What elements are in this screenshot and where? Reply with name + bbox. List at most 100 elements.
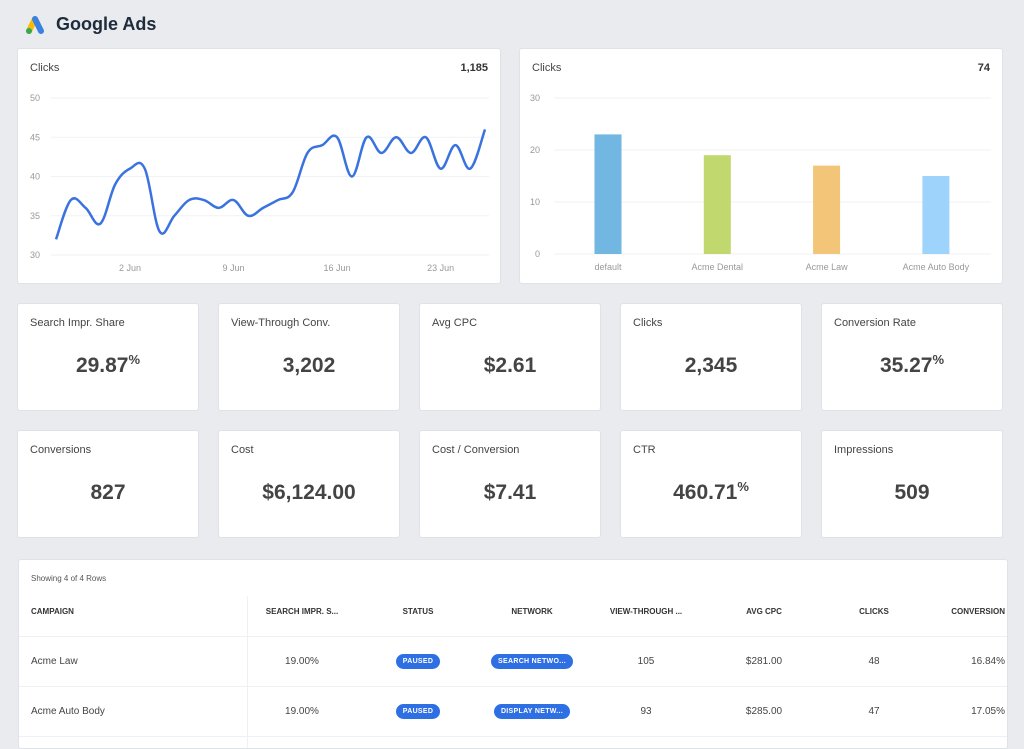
kpi-value: $6,124.00 (262, 481, 355, 504)
kpi-value-wrap: 29.87% (18, 354, 198, 378)
column-header[interactable]: AVG CPC (746, 607, 782, 616)
clicks-value: 48 (868, 656, 879, 667)
kpi-suffix: % (737, 479, 749, 494)
search-impr-value: 19.00% (285, 656, 319, 667)
kpi-card-search-impr-share: Search Impr. Share 29.87% (17, 303, 199, 411)
header-cell: AVG CPC (709, 587, 819, 636)
page-title: Google Ads (56, 14, 156, 35)
kpi-label: Cost (231, 444, 254, 456)
column-header[interactable]: VIEW-THROUGH ... (610, 607, 682, 616)
network-badge: SEARCH NETWO... (491, 654, 573, 669)
header-cell: CLICKS (819, 587, 929, 636)
cell-campaign: Acme Auto Body (31, 687, 231, 736)
view-through-value: 105 (638, 656, 655, 667)
google-ads-logo-icon (24, 15, 46, 35)
kpi-label: Conversion Rate (834, 317, 916, 329)
y-tick-label: 30 (530, 93, 540, 103)
column-header[interactable]: STATUS (403, 607, 434, 616)
cell-status: PAUSED (369, 687, 467, 736)
page-header: Google Ads (24, 14, 156, 35)
avg-cpc-value: $285.00 (746, 706, 782, 717)
cell-network: SEARCH NETWO... (467, 637, 597, 686)
kpi-value-wrap: 3,202 (219, 354, 399, 378)
column-header[interactable]: CLICKS (859, 607, 889, 616)
cell-search-impr: 19.00% (247, 637, 357, 686)
y-tick-label: 35 (30, 211, 40, 221)
conversion-value: 16.84% (971, 656, 1005, 667)
x-tick-label: 9 Jun (223, 263, 245, 273)
kpi-card-impressions: Impressions 509 (821, 430, 1003, 538)
x-tick-label: 23 Jun (427, 263, 454, 273)
cell-view-through: 93 (591, 687, 701, 736)
kpi-label: Conversions (30, 444, 91, 456)
bar-acme-law (813, 166, 840, 254)
kpi-label: Impressions (834, 444, 893, 456)
kpi-value-wrap: 2,345 (621, 354, 801, 378)
kpi-value: $2.61 (484, 354, 537, 377)
kpi-label: View-Through Conv. (231, 317, 330, 329)
campaign-value: Acme Law (31, 656, 78, 667)
header-cell: NETWORK (467, 587, 597, 636)
bar-acme-auto-body (922, 176, 949, 254)
kpi-label: Clicks (633, 317, 662, 329)
kpi-value: 827 (90, 481, 125, 504)
y-tick-label: 50 (30, 93, 40, 103)
cell-clicks: 48 (819, 637, 929, 686)
kpi-value: 29.87 (76, 354, 129, 377)
kpi-value: 460.71 (673, 481, 737, 504)
x-tick-label: 2 Jun (119, 263, 141, 273)
header-cell: VIEW-THROUGH ... (591, 587, 701, 636)
kpi-value-wrap: 827 (18, 481, 198, 505)
kpi-value: 509 (894, 481, 929, 504)
kpi-value-wrap: 509 (822, 481, 1002, 505)
x-tick-label: default (594, 262, 622, 272)
bar-default (595, 134, 622, 254)
kpi-card-clicks: Clicks 2,345 (620, 303, 802, 411)
table-row[interactable]: Acme Auto Body 19.00% PAUSED DISPLAY NETW..… (19, 687, 1007, 737)
kpi-value: $7.41 (484, 481, 537, 504)
kpi-value-wrap: 35.27% (822, 354, 1002, 378)
kpi-label: Search Impr. Share (30, 317, 125, 329)
kpi-value-wrap: $2.61 (420, 354, 600, 378)
kpi-card-conversions: Conversions 827 (17, 430, 199, 538)
y-tick-label: 45 (30, 132, 40, 142)
header-cell: STATUS (369, 587, 467, 636)
clicks-value: 47 (868, 706, 879, 717)
column-header[interactable]: CAMPAIGN (31, 607, 74, 616)
kpi-card-conversion-rate: Conversion Rate 35.27% (821, 303, 1003, 411)
kpi-card-avg-cpc: Avg CPC $2.61 (419, 303, 601, 411)
y-tick-label: 0 (535, 249, 540, 259)
y-tick-label: 40 (30, 172, 40, 182)
x-tick-label: Acme Law (806, 262, 849, 272)
campaign-value: Acme Auto Body (31, 706, 105, 717)
avg-cpc-value: $281.00 (746, 656, 782, 667)
cell-avg-cpc: $285.00 (709, 687, 819, 736)
header-cell: CONVERSION (919, 587, 1005, 636)
column-header[interactable]: NETWORK (511, 607, 552, 616)
y-tick-label: 30 (30, 250, 40, 260)
kpi-card-view-through-conv: View-Through Conv. 3,202 (218, 303, 400, 411)
header-cell: CAMPAIGN (31, 587, 231, 636)
cell-network: DISPLAY NETW... (467, 687, 597, 736)
conversion-value: 17.05% (971, 706, 1005, 717)
column-header[interactable]: CONVERSION (951, 607, 1005, 616)
kpi-card-ctr: CTR 460.71% (620, 430, 802, 538)
kpi-suffix: % (933, 352, 945, 367)
cell-conversion: 16.84% (919, 637, 1005, 686)
kpi-value: 3,202 (283, 354, 336, 377)
column-header[interactable]: SEARCH IMPR. S... (266, 607, 338, 616)
cell-conversion: 17.05% (919, 687, 1005, 736)
kpi-suffix: % (129, 352, 141, 367)
kpi-label: CTR (633, 444, 656, 456)
kpi-value-wrap: 460.71% (621, 481, 801, 505)
status-badge: PAUSED (396, 704, 440, 719)
x-tick-label: Acme Auto Body (903, 262, 970, 272)
search-impr-value: 19.00% (285, 706, 319, 717)
kpi-label: Cost / Conversion (432, 444, 519, 456)
